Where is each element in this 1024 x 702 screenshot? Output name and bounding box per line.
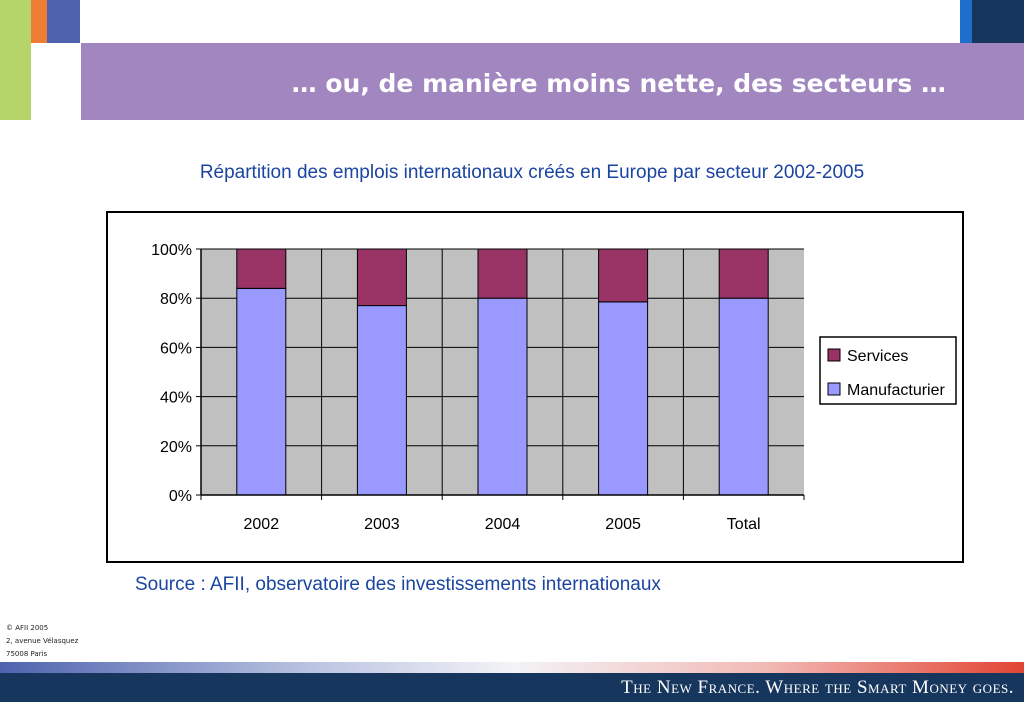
bar-manufacturier-2003 (356, 305, 407, 496)
footnote-copyright: © AFII 2005 (6, 624, 49, 632)
bar-services-2004 (477, 248, 528, 299)
title-band: … ou, de manière moins nette, des secteu… (81, 43, 1024, 120)
decor-blue-block (47, 0, 80, 43)
y-tick-label: 0% (169, 488, 192, 505)
stacked-bar-chart: 0% 20% 40% 60% 80% 100% 2002 2003 2004 2005 Total S… (151, 242, 957, 533)
x-tick-label: 2003 (364, 516, 400, 533)
decor-top-right-blue (960, 0, 972, 43)
footnote-address: 2, avenue Vélasquez (6, 637, 79, 645)
x-tick-label: 2002 (244, 516, 280, 533)
legend-label-manufacturier: Manufacturier (847, 382, 945, 399)
bottom-band: The New France. Where the Smart Money go… (0, 673, 1024, 702)
chart-subtitle: Répartition des emplois internationaux c… (199, 162, 865, 183)
x-tick-label: Total (727, 516, 761, 533)
bar-manufacturier-2004 (477, 297, 528, 496)
bar-services-2003 (356, 248, 407, 307)
gradient-bar (0, 662, 1024, 673)
y-tick-label: 40% (160, 390, 192, 407)
x-tick-label: 2005 (605, 516, 641, 533)
decor-green-block (0, 0, 31, 120)
y-tick-label: 80% (160, 291, 192, 308)
bar-services-2002 (236, 248, 287, 289)
slide-title: … ou, de manière moins nette, des secteu… (291, 69, 946, 98)
y-tick-label: 60% (160, 340, 192, 357)
bar-manufacturier-total (718, 297, 769, 496)
y-tick-label: 100% (151, 242, 192, 259)
tagline: The New France. Where the Smart Money go… (621, 677, 1014, 698)
legend-box (819, 336, 957, 405)
source-note: Source : AFII, observatoire des investis… (135, 574, 661, 595)
chart-frame: 0% 20% 40% 60% 80% 100% 2002 2003 2004 2005 Total S… (106, 211, 964, 563)
footnote-city: 75008 Paris (6, 650, 48, 658)
legend-label-services: Services (847, 348, 908, 365)
y-tick-label: 20% (160, 439, 192, 456)
decor-orange-block (31, 0, 47, 43)
bar-services-total (718, 248, 769, 299)
bar-manufacturier-2005 (598, 301, 649, 496)
legend-swatch-manufacturier (827, 382, 841, 396)
bar-manufacturier-2002 (236, 287, 287, 496)
x-tick-label: 2004 (485, 516, 521, 533)
bar-services-2005 (598, 248, 649, 303)
decor-top-right-navy (972, 0, 1024, 43)
legend-swatch-services (827, 348, 841, 362)
